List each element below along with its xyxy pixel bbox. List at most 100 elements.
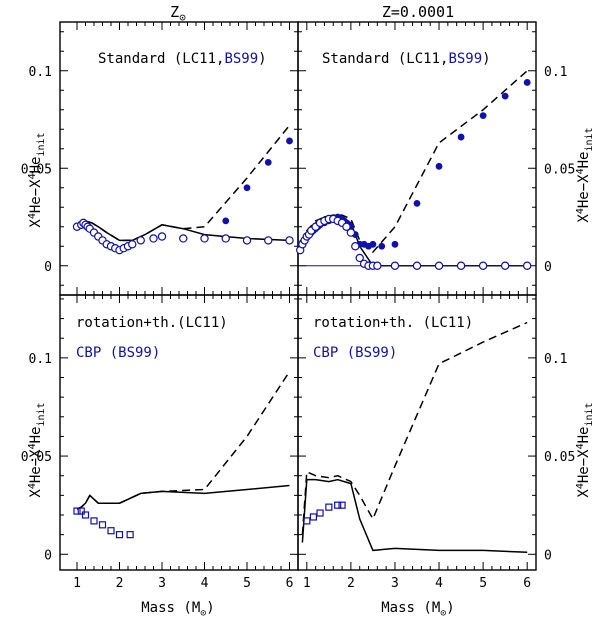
- data-point-square: [325, 503, 333, 511]
- y-tick-label: 0.1: [29, 352, 52, 367]
- series-solid-black: [76, 484, 290, 510]
- data-point-square: [98, 521, 107, 529]
- panel-annotation-top-left: Standard (LC11,BS99): [98, 51, 267, 67]
- x-tick-label: 2: [116, 576, 124, 591]
- data-point-filled: [501, 92, 509, 100]
- y-axis-label-left-bottom: X4He−X4Heinit: [27, 402, 47, 497]
- svg-text:X4He−X4Heinit: X4He−X4Heinit: [27, 132, 47, 227]
- data-point-square: [107, 527, 115, 535]
- data-point-open: [522, 261, 532, 270]
- data-point-square: [77, 507, 85, 515]
- data-point-open: [456, 261, 466, 270]
- sun-symbol: ⊙: [179, 11, 186, 24]
- y-axis-label-right-top: X4He−X4Heinit: [575, 127, 595, 222]
- data-point-open: [412, 261, 422, 270]
- y-axis-label-right-bottom: X4He−X4Heinit: [575, 402, 595, 497]
- data-point-open: [351, 242, 360, 251]
- x-tick-label: 2: [347, 576, 355, 591]
- svg-text:X4He−X4Heinit: X4He−X4Heinit: [575, 127, 595, 222]
- y-axis-label-left: X4He−X4Heinit: [27, 132, 47, 227]
- data-point-open: [500, 261, 510, 270]
- data-point-square: [90, 517, 98, 525]
- data-point-open: [285, 236, 294, 245]
- x-tick-label: 5: [479, 576, 487, 591]
- data-point-filled: [264, 159, 272, 166]
- data-point-filled: [369, 240, 377, 248]
- y-tick-label: 0.05: [21, 162, 52, 177]
- panel-annotation-bottom-right-2: CBP (BS99): [313, 345, 397, 361]
- data-point-open: [179, 234, 188, 243]
- data-point-filled: [243, 184, 251, 192]
- data-point-open: [342, 222, 351, 231]
- data-point-open: [478, 261, 488, 270]
- series-dashed-black: [301, 321, 528, 535]
- x-axis-label-left: Mass (M⊙): [141, 600, 214, 618]
- data-point-filled: [391, 240, 399, 248]
- data-point-square: [115, 531, 124, 539]
- x-tick-label: 6: [523, 576, 531, 591]
- data-point-square: [338, 501, 346, 509]
- data-point-square: [126, 531, 134, 539]
- data-point-filled: [413, 199, 421, 207]
- column-title-left: Z⊙: [170, 3, 186, 24]
- data-point-open: [390, 261, 400, 270]
- column-title-right: Z=0.0001: [382, 3, 454, 21]
- data-point-filled: [523, 79, 531, 86]
- panel-bottom-left: 1 2 3 4 5 6 0 0.05 0.1: [21, 294, 299, 591]
- x-tick-label: 4: [201, 576, 209, 591]
- x-tick-label: 3: [391, 576, 399, 591]
- data-point-open: [149, 234, 158, 243]
- panel-bottom-right: 1 2 3 4 5 60 0.05 0.1: [297, 294, 575, 591]
- y-tick-label: 0.05: [544, 162, 575, 177]
- panel-frame: [297, 294, 537, 571]
- series-dashed-black: [76, 371, 291, 510]
- y-tick-label: 0.05: [544, 450, 575, 465]
- x-tick-label: 3: [158, 576, 166, 591]
- panel-frame: [59, 294, 299, 571]
- x-tick-label: 5: [243, 576, 251, 591]
- y-tick-label: 0: [44, 260, 52, 275]
- data-point-open: [200, 234, 209, 243]
- panel-annotation-bottom-left-2: CBP (BS99): [76, 345, 160, 361]
- data-point-square: [316, 509, 324, 517]
- x-tick-label: 1: [73, 576, 81, 591]
- x-tick-label: 4: [435, 576, 443, 591]
- series-dashed-black: [299, 70, 528, 254]
- data-point-open: [221, 234, 230, 243]
- data-point-open: [136, 236, 145, 245]
- y-tick-label: 0: [544, 548, 552, 563]
- data-point-square: [81, 511, 90, 519]
- x-tick-label: 1: [303, 576, 311, 591]
- data-point-filled: [457, 133, 465, 141]
- data-point-open: [157, 232, 167, 241]
- svg-text:X4He−X4Heinit: X4He−X4Heinit: [27, 402, 47, 497]
- data-point-square: [334, 501, 342, 509]
- plot-area: 00.050.100.050.11 2 3 4 5 600.050.11 2 3 4 5 600.0…: [21, 21, 575, 591]
- y-tick-label: 0.1: [544, 352, 567, 367]
- svg-text:X4He−X4Heinit: X4He−X4Heinit: [575, 402, 595, 497]
- data-point-filled: [222, 217, 230, 225]
- data-point-open: [355, 253, 364, 263]
- y-tick-label: 0.1: [544, 65, 567, 80]
- x-tick-label: 6: [286, 576, 294, 591]
- data-point-square: [303, 517, 311, 525]
- data-point-open: [434, 261, 444, 270]
- data-point-open: [264, 236, 273, 245]
- y-tick-label: 0: [544, 260, 552, 275]
- x-axis-label-right: Mass (M⊙): [381, 600, 454, 618]
- data-point-filled: [479, 112, 487, 119]
- data-point-filled: [286, 137, 293, 145]
- data-point-open: [373, 261, 382, 270]
- y-tick-label: 0.05: [21, 450, 52, 465]
- data-point-square: [309, 513, 318, 521]
- data-point-filled: [435, 162, 443, 170]
- panel-annotation-bottom-right: rotation+th. (LC11): [313, 315, 473, 331]
- data-point-open: [242, 236, 252, 245]
- y-tick-label: 0: [44, 548, 52, 563]
- series-dashed-black: [76, 124, 291, 242]
- data-point-filled: [378, 242, 386, 250]
- data-point-open: [128, 240, 137, 249]
- data-point-open: [346, 228, 356, 237]
- series-solid-black: [301, 478, 528, 554]
